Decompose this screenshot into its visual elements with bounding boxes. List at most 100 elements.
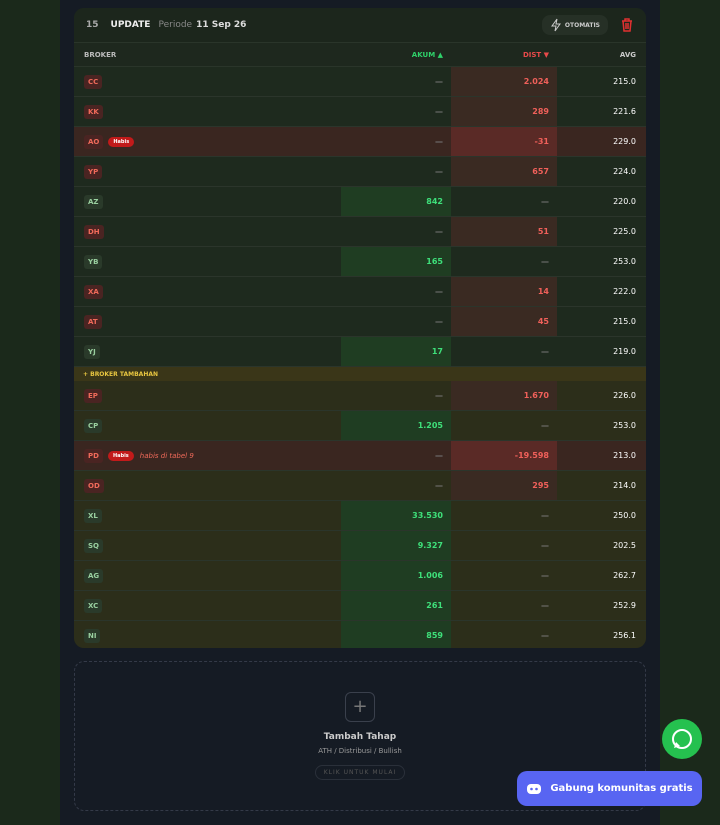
stage-title: UPDATE (110, 20, 151, 30)
broker-row: AG 1.006 — 262.7 (74, 561, 646, 591)
broker-cell: SQ (74, 531, 341, 560)
avg-cell: 252.9 (613, 601, 636, 610)
delete-button[interactable] (620, 17, 634, 33)
column-header: BROKER AKUM ▲ DIST ▼ AVG (74, 42, 646, 67)
add-stage[interactable]: + Tambah Tahap ATH / Distribusi / Bullis… (74, 661, 646, 811)
extra-rows: EP — 1.670 226.0 CP 1.205 — 253.0 PD Habis habis d… (74, 381, 646, 648)
community-label: Gabung komunitas gratis (550, 783, 693, 794)
broker-row: EP — 1.670 226.0 (74, 381, 646, 411)
dist-cell: -19.598 (451, 441, 557, 470)
dist-cell: 2.024 (451, 67, 557, 96)
broker-cell: YB (74, 247, 341, 276)
add-button[interactable]: KLIK UNTUK MULAI (314, 765, 406, 780)
akum-cell: — (435, 227, 443, 236)
dist-cell: — (541, 511, 549, 520)
col-dist[interactable]: DIST ▼ (522, 50, 549, 59)
broker-code: DH (84, 224, 104, 239)
broker-row: YB 165 — 253.0 (74, 247, 646, 277)
akum-cell: — (435, 77, 443, 86)
panel-header: 15 UPDATE Periode 11 Sep 26 OTOMATIS (74, 8, 646, 42)
mode-label: OTOMATIS (564, 21, 600, 29)
avg-cell: 250.0 (613, 511, 636, 520)
broker-code: AZ (84, 194, 103, 209)
dist-cell: 45 (451, 307, 557, 336)
akum-cell: — (435, 451, 443, 460)
broker-code: SQ (84, 538, 103, 553)
akum-cell: 9.327 (341, 531, 451, 560)
broker-cell: AG (74, 561, 341, 590)
discord-icon (527, 783, 542, 794)
avg-cell: 224.0 (613, 167, 636, 176)
broker-code: AT (84, 314, 102, 329)
add-subtitle: ATH / Distribusi / Bullish (318, 747, 402, 755)
status-badge: Habis (107, 450, 134, 461)
community-button[interactable]: Gabung komunitas gratis (517, 771, 702, 806)
avg-cell: 221.6 (613, 107, 636, 116)
akum-cell: 261 (341, 591, 451, 620)
broker-code: CC (84, 74, 103, 89)
period-label: Periode (158, 20, 193, 30)
broker-cell: AZ (74, 187, 341, 216)
status-badge: Habis (108, 136, 135, 147)
akum-cell: — (435, 481, 443, 490)
avg-cell: 220.0 (613, 197, 636, 206)
dist-cell: — (541, 257, 549, 266)
avg-cell: 214.0 (613, 481, 636, 490)
dist-cell: — (541, 601, 549, 610)
dist-cell: 295 (451, 471, 557, 500)
broker-code: YJ (84, 344, 100, 359)
bolt-icon (550, 18, 561, 32)
broker-row: YP — 657 224.0 (74, 157, 646, 187)
broker-row: NI 859 — 256.1 (74, 621, 646, 648)
avg-cell: 202.5 (613, 541, 636, 550)
broker-cell: CC (74, 67, 341, 96)
akum-cell: 33.530 (341, 501, 451, 530)
broker-cell: DH (74, 217, 341, 246)
broker-cell: KK (74, 97, 341, 126)
col-akum[interactable]: AKUM ▲ (411, 50, 443, 59)
broker-code: NI (84, 628, 101, 643)
broker-row: CP 1.205 — 253.0 (74, 411, 646, 441)
broker-cell: CP (74, 411, 341, 440)
broker-cell: EP (74, 381, 341, 410)
broker-row: AO Habis — -31 229.0 (74, 127, 646, 157)
avg-cell: 219.0 (613, 347, 636, 356)
whatsapp-button[interactable] (661, 718, 703, 760)
dist-cell: 14 (451, 277, 557, 306)
broker-row: XC 261 — 252.9 (74, 591, 646, 621)
dist-cell: — (541, 197, 549, 206)
broker-cell: NI (74, 621, 341, 648)
dist-cell: 51 (451, 217, 557, 246)
akum-cell: 859 (341, 621, 451, 648)
broker-row: AZ 842 — 220.0 (74, 187, 646, 217)
broker-code: AG (84, 568, 104, 583)
auto-mode-toggle[interactable]: OTOMATIS (541, 15, 608, 35)
broker-code: YP (84, 164, 103, 179)
dist-cell: — (541, 541, 549, 550)
broker-code: PD (84, 448, 103, 463)
broker-row: YJ 17 — 219.0 (74, 337, 646, 367)
akum-cell: — (435, 137, 443, 146)
broker-cell: XC (74, 591, 341, 620)
broker-code: OD (84, 478, 104, 493)
dist-cell: — (541, 631, 549, 640)
broker-row: AT — 45 215.0 (74, 307, 646, 337)
broker-row: CC — 2.024 215.0 (74, 67, 646, 97)
broker-code: CP (84, 418, 103, 433)
broker-row: KK — 289 221.6 (74, 97, 646, 127)
add-title: Tambah Tahap (323, 732, 397, 742)
avg-cell: 253.0 (613, 257, 636, 266)
dist-cell: — (541, 421, 549, 430)
broker-row: SQ 9.327 — 202.5 (74, 531, 646, 561)
section-label: + BROKER TAMBAHAN (74, 367, 646, 381)
period: 11 Sep 26 (196, 20, 247, 30)
broker-row: OD — 295 214.0 (74, 471, 646, 501)
dist-cell: — (541, 571, 549, 580)
avg-cell: 262.7 (613, 571, 636, 580)
broker-code: EP (84, 388, 102, 403)
dist-cell: -31 (451, 127, 557, 156)
col-avg: AVG (619, 50, 636, 59)
avg-cell: 256.1 (613, 631, 636, 640)
broker-cell: OD (74, 471, 341, 500)
dist-cell: — (541, 347, 549, 356)
